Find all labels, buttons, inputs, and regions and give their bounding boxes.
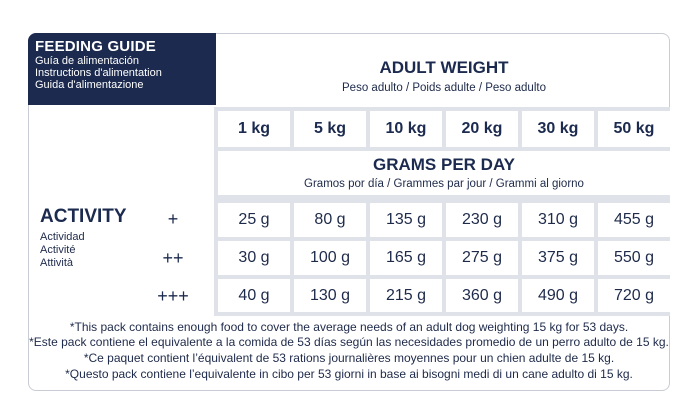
header-sub-it: Guida d'alimentazione [35,79,144,91]
grams-per-day-box [218,151,670,195]
activity-title: ACTIVITY [40,206,127,227]
adult-weight-subtitle: Peso adulto / Poids adulte / Peso adulto [342,82,546,94]
weight-header-cell: 50 kg [598,111,670,147]
feeding-value-cell: 100 g [294,241,366,275]
feeding-value-cell: 550 g [598,241,670,275]
values-grid [214,199,670,316]
feeding-value-cell: 230 g [446,203,518,237]
header-sub-fr: Instructions d'alimentation [35,67,162,79]
feeding-value-cell: 25 g [218,203,290,237]
feeding-value-cell: 720 g [598,279,670,312]
weight-header-cell: 30 kg [522,111,594,147]
adult-weight-title: ADULT WEIGHT [379,58,509,77]
activity-level-3: +++ [157,286,189,306]
grams-per-day-title: GRAMS PER DAY [372,155,515,174]
feeding-value-cell: 275 g [446,241,518,275]
note-fr: *Ce paquet contient l’équivalent de 53 r… [83,351,615,365]
note-it: *Questo pack contiene l’equivalente in c… [65,367,633,381]
activity-sub-fr: Activité [40,244,76,256]
feeding-value-cell: 455 g [598,203,670,237]
weight-header-cell: 1 kg [218,111,290,147]
feeding-value-cell: 360 g [446,279,518,312]
feeding-value-cell: 310 g [522,203,594,237]
feeding-value-cell: 490 g [522,279,594,312]
grams-per-day-subtitle: Gramos por día / Grammes par jour / Gram… [304,178,584,190]
weight-header-cell: 10 kg [370,111,442,147]
feeding-value-cell: 215 g [370,279,442,312]
feeding-value-cell: 30 g [218,241,290,275]
weight-header-cell: 5 kg [294,111,366,147]
note-es: *Este pack contiene el equivalente a la … [29,335,669,349]
feeding-value-cell: 165 g [370,241,442,275]
feeding-value-cell: 40 g [218,279,290,312]
weight-header-cell: 20 kg [446,111,518,147]
weights-grid [214,107,670,151]
feeding-value-cell: 130 g [294,279,366,312]
header-sub-es: Guía de alimentación [35,55,139,67]
activity-level-1: + [167,209,179,229]
header-title: FEEDING GUIDE [35,38,156,55]
feeding-value-cell: 80 g [294,203,366,237]
note-en: *This pack contains enough food to cover… [69,320,629,334]
feeding-value-cell: 135 g [370,203,442,237]
activity-level-2: ++ [162,248,184,268]
activity-sub-es: Actividad [40,231,85,243]
feeding-value-cell: 375 g [522,241,594,275]
feeding-guide-header: FEEDING GUIDE Guía de alimentación Instr… [28,33,216,105]
activity-sub-it: Attività [40,257,74,269]
